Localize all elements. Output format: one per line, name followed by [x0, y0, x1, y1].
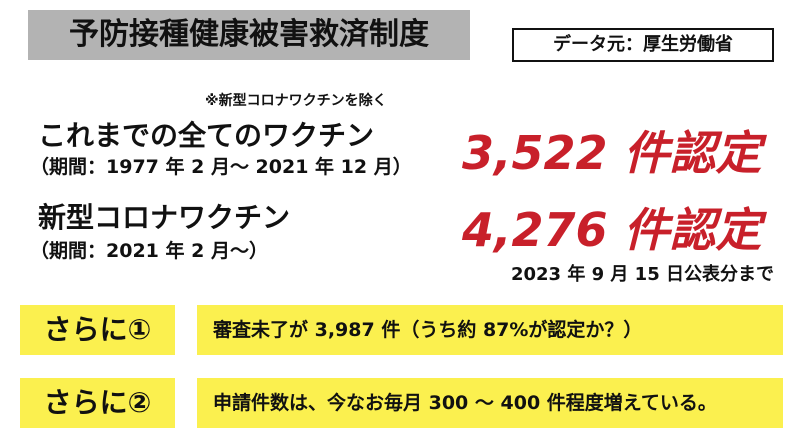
extra-text: 審査未了が 3,987 件（うち約 87%が認定か？）: [197, 305, 783, 355]
extra-text: 申請件数は、今なお毎月 300 ～ 400 件程度増えている。: [197, 378, 783, 428]
title: 予防接種健康被害救済制度: [28, 10, 470, 60]
row-label: 新型コロナワクチン: [38, 201, 291, 234]
row-period: （期間：1977 年 2 月～ 2021 年 12 月）: [30, 156, 412, 178]
as-of: 2023 年 9 月 15 日公表分まで: [510, 264, 774, 285]
row-label: これまでの全てのワクチン: [38, 119, 375, 152]
row-count: 3,522 件認定: [462, 126, 762, 180]
note: ※新型コロナワクチンを除く: [205, 93, 387, 109]
source: データ元：厚生労働省: [512, 28, 774, 62]
row-period: （期間：2021 年 2 月～）: [30, 240, 268, 262]
extra-tag: さらに②: [20, 378, 175, 428]
extra-tag: さらに①: [20, 305, 175, 355]
row-count: 4,276 件認定: [462, 203, 762, 257]
